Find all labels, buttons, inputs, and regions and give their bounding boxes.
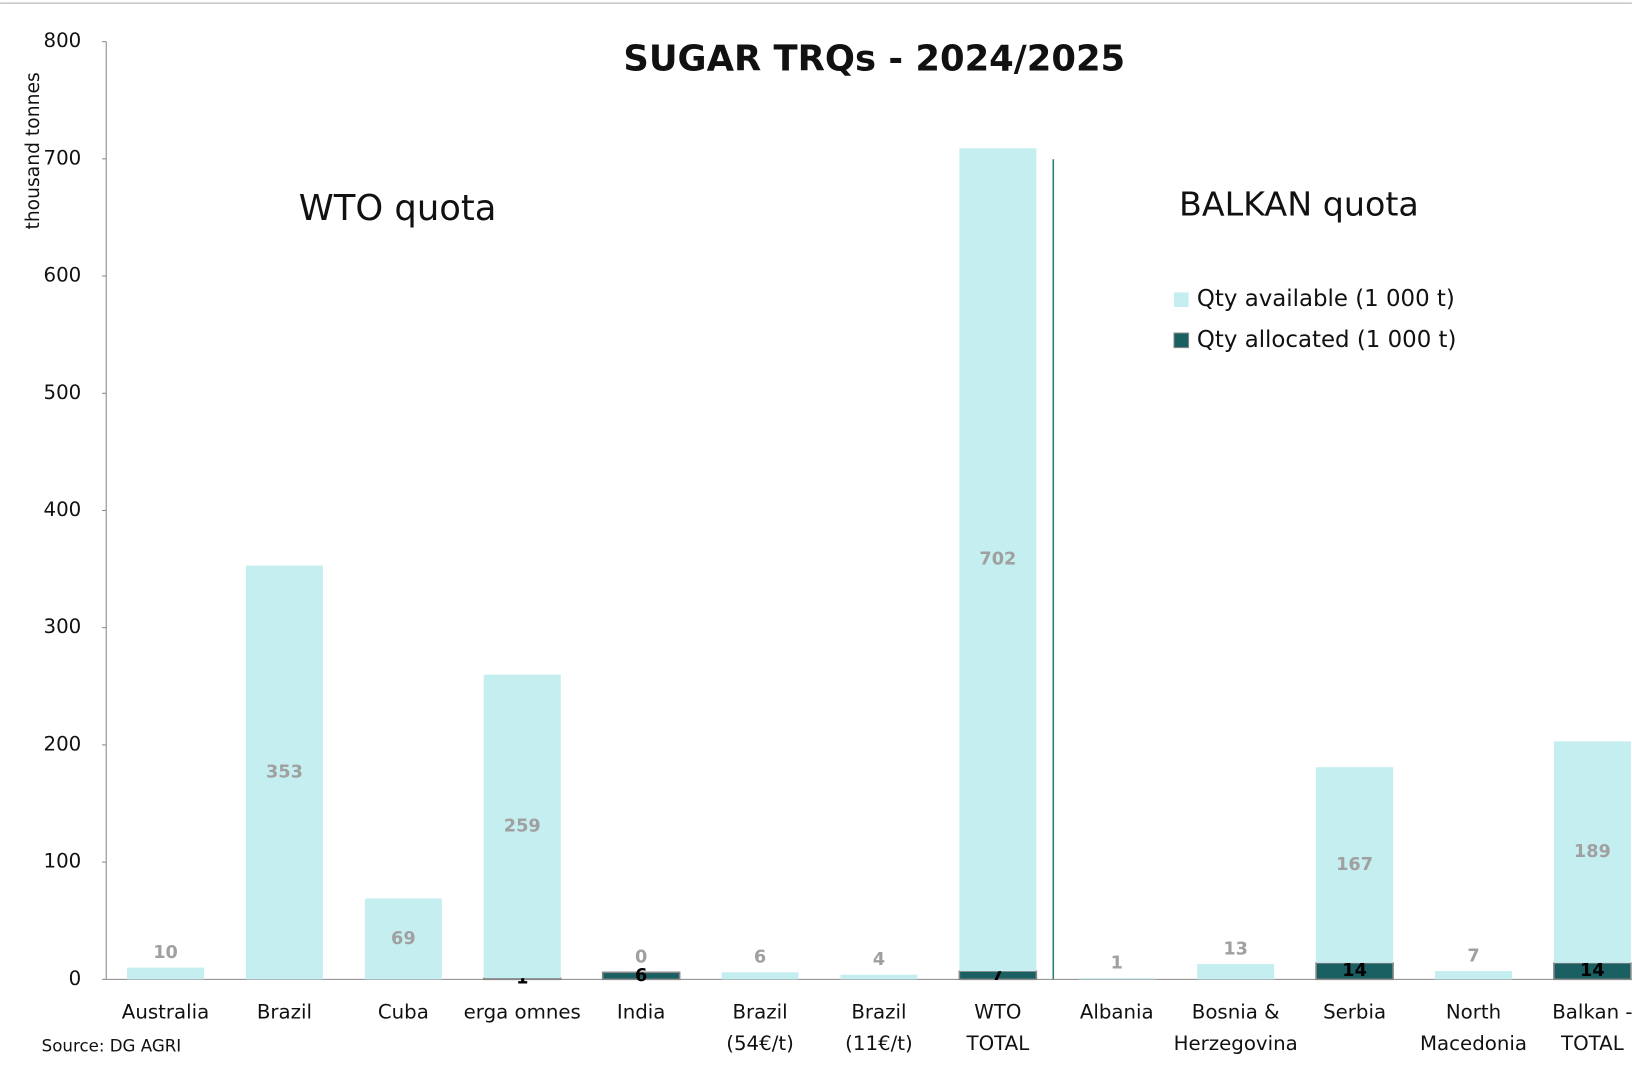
data-label: 7 <box>1467 947 1479 967</box>
legend-swatch <box>1173 332 1190 349</box>
x-tick-label: Australia <box>122 1000 209 1023</box>
data-label: 6 <box>635 966 647 986</box>
annotation: BALKAN quota <box>1179 185 1419 224</box>
x-tick-label: Cuba <box>378 1000 429 1023</box>
data-label: 189 <box>1574 842 1611 862</box>
x-tick-label-line: Herzegovina <box>1174 1031 1298 1054</box>
data-label: 4 <box>873 950 885 970</box>
bar-segment <box>721 972 799 980</box>
x-tick-label: erga omnes <box>464 1000 581 1023</box>
legend-label: Qty allocated (1 000 t) <box>1197 327 1457 353</box>
x-tick-label-line: Cuba <box>378 1000 429 1023</box>
y-tick-label: 700 <box>44 146 82 169</box>
x-tick-label-line: (11€/t) <box>845 1031 913 1054</box>
bar-segment <box>840 974 918 980</box>
data-label: 14 <box>1580 961 1605 981</box>
y-tick-label: 500 <box>44 381 82 404</box>
legend-swatch <box>1174 292 1189 308</box>
bar-segment <box>1078 978 1156 980</box>
legend-label: Qty available (1 000 t) <box>1197 286 1455 312</box>
y-axis-label: thousand tonnes <box>23 72 44 229</box>
data-label: 1 <box>1111 954 1123 974</box>
y-tick-label: 0 <box>69 967 82 990</box>
bar-segment <box>1434 971 1512 980</box>
data-label: 13 <box>1223 940 1248 960</box>
x-tick-label-line: WTO <box>974 1000 1021 1023</box>
x-tick-label-line: Brazil <box>257 1000 312 1023</box>
x-tick-label: Albania <box>1080 1000 1154 1023</box>
data-label: 69 <box>391 929 416 949</box>
bar-segment <box>959 148 1037 972</box>
x-tick-label-line: (54€/t) <box>726 1031 794 1054</box>
y-tick-label: 300 <box>44 615 82 638</box>
x-tick-label-line: Brazil <box>851 1000 906 1023</box>
x-tick-label-line: Brazil <box>732 1000 787 1023</box>
data-label: 353 <box>266 762 303 782</box>
x-tick-label-line: India <box>617 1000 666 1023</box>
x-tick-label: Brazil (54€/t) <box>726 1000 794 1054</box>
bar-segment <box>1197 964 1275 980</box>
y-tick-label: 200 <box>44 732 82 755</box>
chart-title: SUGAR TRQs - 2024/2025 <box>623 38 1125 79</box>
y-tick-label: 800 <box>44 29 82 52</box>
bar-segment <box>127 967 205 980</box>
bar-segment <box>1553 741 1631 963</box>
x-tick-label-line: TOTAL <box>1560 1031 1624 1054</box>
x-tick-label-line: Albania <box>1080 1000 1154 1023</box>
data-label: 259 <box>504 816 541 836</box>
bar-segment <box>601 971 681 981</box>
x-tick-label: Brazil <box>257 1000 312 1023</box>
data-label: 0 <box>635 948 647 968</box>
x-tick-label: North Macedonia <box>1420 1000 1527 1054</box>
x-tick-label: Balkan - TOTAL <box>1552 1000 1632 1054</box>
bar-segment <box>364 898 442 980</box>
x-tick-label: WTO TOTAL <box>966 1000 1030 1054</box>
y-tick-label: 600 <box>44 264 82 287</box>
x-tick-label: India <box>617 1000 666 1023</box>
data-label: 167 <box>1336 855 1373 875</box>
x-tick-label-line: erga omnes <box>464 1000 581 1023</box>
x-tick-label-line: TOTAL <box>966 1031 1030 1054</box>
x-tick-label: Serbia <box>1323 1000 1386 1023</box>
annotation: WTO quota <box>299 188 497 229</box>
y-tick-label: 100 <box>44 850 82 873</box>
x-tick-label-line: Australia <box>122 1000 209 1023</box>
x-tick-label-line: North <box>1446 1000 1501 1023</box>
data-label: 702 <box>979 550 1016 570</box>
x-tick-label-line: Bosnia & <box>1192 1000 1280 1023</box>
data-label: 6 <box>754 948 766 968</box>
x-tick-label-line: Balkan - <box>1552 1000 1632 1023</box>
source: Source: DG AGRI <box>42 1036 182 1055</box>
x-tick-label: Brazil (11€/t) <box>845 1000 913 1054</box>
x-tick-label: Bosnia & Herzegovina <box>1174 1000 1298 1054</box>
x-tick-label-line: Serbia <box>1323 1000 1386 1023</box>
x-tick-label-line: Macedonia <box>1420 1031 1527 1054</box>
data-label: 14 <box>1342 961 1367 981</box>
bar-segment <box>1316 767 1394 963</box>
bar-segment <box>483 674 561 979</box>
data-label: 10 <box>153 943 178 963</box>
bar-segment <box>245 565 323 980</box>
y-tick-label: 400 <box>44 498 82 521</box>
